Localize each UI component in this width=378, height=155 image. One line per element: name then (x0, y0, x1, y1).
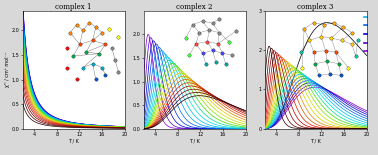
X-axis label: T / K: T / K (68, 138, 79, 143)
Title: complex 3: complex 3 (297, 3, 334, 11)
Title: complex 1: complex 1 (56, 3, 92, 11)
X-axis label: T / K: T / K (189, 138, 200, 143)
X-axis label: T / K: T / K (310, 138, 321, 143)
Y-axis label: χ'' / cm³ mol⁻¹: χ'' / cm³ mol⁻¹ (5, 52, 10, 87)
Title: complex 2: complex 2 (177, 3, 213, 11)
